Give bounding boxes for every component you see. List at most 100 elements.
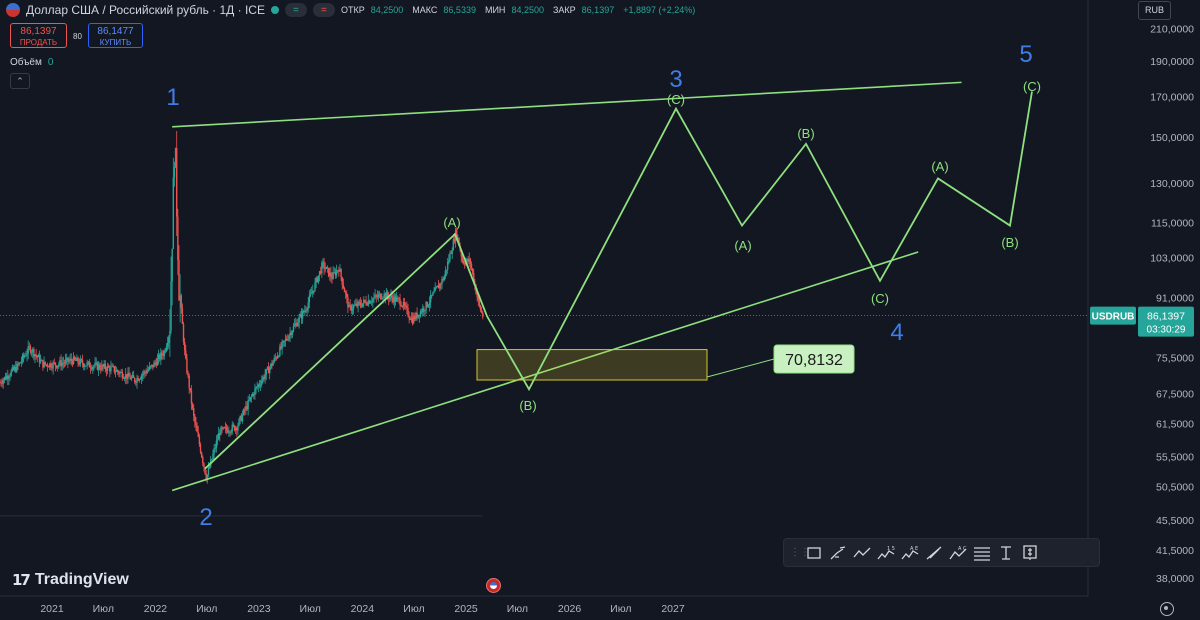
- candle: [395, 297, 398, 302]
- candle: [356, 303, 358, 307]
- candle: [369, 302, 372, 304]
- candle: [368, 300, 371, 304]
- candle: [415, 312, 417, 320]
- candle: [251, 393, 254, 397]
- candle: [321, 262, 323, 274]
- indicator-pill[interactable]: =: [284, 3, 307, 17]
- candle: [90, 368, 93, 370]
- wave-letter-label: (A): [931, 159, 948, 174]
- candle: [401, 306, 404, 307]
- price-tick-label: 55,5000: [1156, 451, 1194, 463]
- time-tick-label: 2027: [661, 603, 685, 615]
- candle: [123, 378, 126, 380]
- candle: [471, 268, 474, 274]
- candle: [383, 293, 385, 298]
- wave-ac-icon[interactable]: A C: [947, 542, 968, 563]
- ruler-icon[interactable]: [923, 542, 944, 563]
- candle: [126, 374, 128, 379]
- candle: [160, 352, 162, 360]
- time-tick-label: Июл: [196, 603, 217, 615]
- candle: [298, 316, 300, 323]
- candle: [319, 271, 322, 274]
- candle: [17, 364, 19, 365]
- candle: [87, 361, 89, 363]
- candle: [152, 364, 154, 368]
- wave-15-icon[interactable]: 1 5: [875, 542, 896, 563]
- candle: [189, 388, 192, 391]
- sell-button[interactable]: 86,1397 ПРОДАТЬ: [10, 23, 67, 48]
- candle: [307, 302, 309, 309]
- candle: [78, 362, 80, 365]
- volume-label: Объём: [10, 57, 42, 68]
- rectangle-icon[interactable]: [803, 542, 824, 563]
- candle: [139, 378, 142, 380]
- svg-text:A E: A E: [910, 546, 918, 552]
- anchor-text-icon[interactable]: [995, 542, 1016, 563]
- candle: [102, 364, 104, 367]
- candle: [325, 266, 328, 269]
- time-tick-label: Июл: [300, 603, 321, 615]
- candle: [372, 298, 374, 302]
- candle: [157, 354, 160, 359]
- time-tick-label: Июл: [93, 603, 114, 615]
- candle: [198, 436, 201, 445]
- candle: [283, 340, 286, 342]
- tradingview-logo[interactable]: 17 TradingView: [12, 571, 129, 589]
- candle: [449, 253, 451, 261]
- candle: [244, 409, 246, 411]
- candle: [267, 367, 270, 374]
- chevron-up-icon[interactable]: ⌃: [10, 73, 30, 89]
- indicator-pill[interactable]: =: [312, 3, 335, 17]
- candle: [239, 415, 241, 419]
- time-tick-label: 2023: [247, 603, 271, 615]
- candle: [334, 271, 337, 276]
- buy-button[interactable]: 86,1477 КУПИТЬ: [88, 23, 143, 48]
- candle: [124, 374, 127, 379]
- candle: [285, 338, 288, 340]
- candle: [132, 375, 135, 378]
- candle: [479, 305, 482, 311]
- volume-legend[interactable]: Объём 0: [10, 57, 53, 68]
- candle: [266, 367, 269, 370]
- wave-ae-icon[interactable]: A E: [899, 542, 920, 563]
- candle: [405, 305, 407, 307]
- candle: [432, 292, 434, 296]
- brush-icon[interactable]: [827, 542, 848, 563]
- candle: [363, 299, 365, 304]
- candle: [155, 362, 158, 366]
- candle: [256, 386, 258, 388]
- candle: [437, 285, 440, 289]
- price-label-icon[interactable]: [1019, 542, 1040, 563]
- candle: [263, 377, 265, 379]
- candle: [190, 390, 193, 404]
- currency-button[interactable]: RUB: [1138, 1, 1171, 20]
- candle: [433, 291, 435, 293]
- fib-lines-icon[interactable]: [971, 542, 992, 563]
- candle: [339, 268, 341, 272]
- candle: [249, 397, 252, 400]
- candle: [275, 357, 278, 359]
- candle: [290, 332, 292, 336]
- candle: [212, 453, 214, 459]
- symbol-title[interactable]: Доллар США / Российский рубль · 1Д · ICE: [26, 3, 265, 17]
- candle: [324, 268, 326, 270]
- zigzag-icon[interactable]: [851, 542, 872, 563]
- candle: [214, 448, 216, 449]
- gear-icon[interactable]: [1160, 602, 1174, 616]
- candle: [1, 383, 3, 385]
- candle: [407, 307, 409, 316]
- candle: [429, 294, 432, 303]
- price-tag-value: 86,1397: [1147, 311, 1185, 323]
- grip-icon[interactable]: ⋮⋮: [790, 547, 810, 558]
- candle: [49, 363, 51, 368]
- economic-event-icon[interactable]: [486, 578, 501, 593]
- candle: [41, 359, 43, 361]
- candle: [274, 357, 277, 359]
- candle: [442, 278, 444, 281]
- price-tick-label: 130,0000: [1150, 178, 1194, 190]
- callout-box: [773, 344, 855, 374]
- candle: [318, 271, 321, 276]
- candle: [301, 310, 304, 319]
- candle: [118, 371, 120, 374]
